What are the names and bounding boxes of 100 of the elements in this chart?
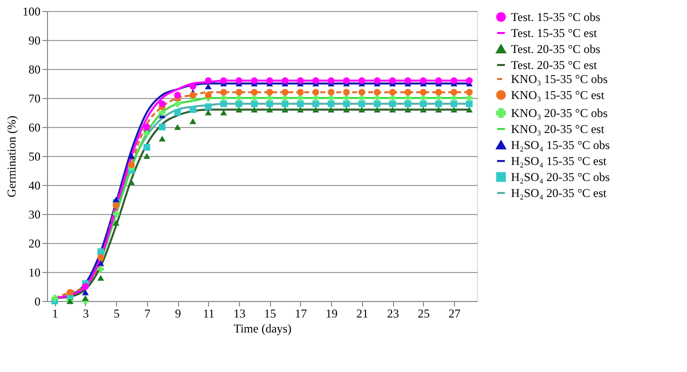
x-tick-label: 11 <box>202 306 215 320</box>
point <box>343 106 350 113</box>
point <box>112 202 120 209</box>
point <box>466 94 473 102</box>
point <box>158 100 166 108</box>
point <box>297 94 304 102</box>
point <box>420 94 427 102</box>
legend-label: Test. 20-35 °C est <box>511 58 598 72</box>
point <box>404 88 412 96</box>
point <box>266 106 274 113</box>
point <box>328 94 334 102</box>
point <box>343 88 350 96</box>
point <box>358 88 366 96</box>
point <box>190 118 196 124</box>
x-tick-label: 27 <box>448 306 460 320</box>
point <box>220 94 227 102</box>
point <box>328 88 334 96</box>
point <box>204 77 212 84</box>
legend-label: H₂SO₄ 15-35 °C est <box>511 154 608 168</box>
point <box>250 94 258 102</box>
point <box>236 88 242 96</box>
point <box>236 94 242 102</box>
y-tick-label: 50 <box>28 150 40 164</box>
point <box>250 106 258 113</box>
point <box>174 100 181 108</box>
point <box>374 77 381 84</box>
point <box>158 136 166 142</box>
point <box>312 77 320 84</box>
point <box>236 77 242 84</box>
point <box>190 92 196 98</box>
point <box>97 274 104 281</box>
point <box>204 83 212 90</box>
point <box>204 92 212 98</box>
point <box>420 77 427 84</box>
x-tick-label: 1 <box>52 306 58 320</box>
x-tick-label: 13 <box>233 306 246 320</box>
point <box>435 94 442 102</box>
x-tick-label: 21 <box>356 306 368 320</box>
point <box>343 94 350 102</box>
x-tick-label: 19 <box>326 306 338 320</box>
legend-label: KNO₃ 20-35 °C est <box>511 122 605 136</box>
point <box>297 106 304 113</box>
point <box>266 94 274 102</box>
point <box>389 77 396 84</box>
x-axis-title: Time (days) <box>234 322 292 336</box>
point <box>128 161 135 168</box>
point <box>389 106 396 113</box>
point <box>404 94 412 102</box>
point <box>312 88 320 96</box>
legend-label: KNO₃ 15-35 °C est <box>511 88 605 102</box>
point <box>220 77 227 84</box>
point <box>128 179 135 186</box>
point <box>51 294 58 302</box>
point <box>450 100 458 108</box>
point <box>389 94 396 102</box>
x-tick-label: 7 <box>144 306 150 320</box>
point <box>97 266 104 272</box>
point <box>358 77 366 84</box>
point <box>450 88 458 96</box>
legend-label: KNO₃ 15-35 °C obs <box>511 72 608 86</box>
point <box>82 289 89 296</box>
point <box>312 106 320 113</box>
point <box>358 94 366 102</box>
point <box>82 295 89 302</box>
point <box>282 94 288 102</box>
point <box>450 106 458 113</box>
y-tick-label: 80 <box>28 62 40 76</box>
point <box>128 153 135 159</box>
point <box>66 288 74 296</box>
point <box>112 196 120 202</box>
y-tick-label: 100 <box>22 4 40 18</box>
point <box>435 106 442 113</box>
legend-label: H₂SO₄ 20-35 °C obs <box>511 170 610 184</box>
point <box>282 100 288 108</box>
point <box>282 106 288 113</box>
y-tick-label: 0 <box>34 294 40 308</box>
point <box>220 88 227 96</box>
point <box>204 103 212 110</box>
legend-label: Test. 20-35 °C obs <box>511 42 601 56</box>
point <box>374 106 381 113</box>
point <box>435 88 442 96</box>
point <box>266 88 274 96</box>
point <box>297 88 304 96</box>
x-tick-label: 23 <box>387 306 400 320</box>
y-tick-label: 70 <box>28 92 40 106</box>
point <box>174 92 181 98</box>
y-tick-label: 10 <box>28 266 40 280</box>
point <box>374 94 381 102</box>
point <box>282 88 288 96</box>
point <box>312 94 320 102</box>
point <box>404 106 412 113</box>
point <box>112 220 120 226</box>
point <box>250 77 258 84</box>
point <box>236 106 242 113</box>
point <box>466 77 473 84</box>
point <box>389 88 396 96</box>
point <box>190 83 196 90</box>
point <box>204 110 212 116</box>
x-tick-label: 25 <box>418 306 430 320</box>
point <box>174 124 181 130</box>
